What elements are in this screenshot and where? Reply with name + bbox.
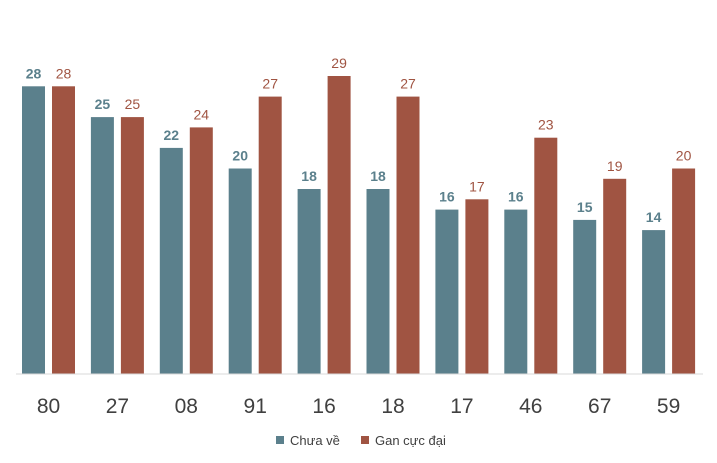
legend-swatch-gan-cuc-dai xyxy=(361,436,369,444)
data-label-gan-cuc-dai-59: 20 xyxy=(676,148,692,164)
x-tick-label-80: 80 xyxy=(37,395,60,418)
bar-chua-ve-18 xyxy=(366,189,390,374)
data-label-gan-cuc-dai-27: 25 xyxy=(125,96,141,112)
bar-chua-ve-16 xyxy=(297,189,321,374)
data-label-chua-ve-80: 28 xyxy=(26,65,42,81)
data-label-gan-cuc-dai-16: 29 xyxy=(331,55,347,71)
category-labels-group: 80 27 08 91 16 18 17 46 67 59 xyxy=(37,395,680,418)
value-labels-group: 28 28 25 25 22 24 20 27 18 29 18 27 16 17 16 23 15 19 14 20 xyxy=(26,55,692,225)
bar-gan-cuc-dai-91 xyxy=(258,96,282,374)
x-tick-label-59: 59 xyxy=(657,395,680,418)
x-tick-label-17: 17 xyxy=(450,395,473,418)
x-tick-label-27: 27 xyxy=(106,395,129,418)
x-tick-label-46: 46 xyxy=(519,395,542,418)
x-tick-label-18: 18 xyxy=(381,395,404,418)
legend-label-chua-ve: Chưa về xyxy=(290,433,340,448)
bar-gan-cuc-dai-08 xyxy=(189,127,213,375)
data-label-gan-cuc-dai-18: 27 xyxy=(400,76,416,92)
bar-chua-ve-46 xyxy=(504,209,528,374)
bar-chua-ve-59 xyxy=(642,230,666,374)
bar-chua-ve-91 xyxy=(228,168,252,374)
bar-gan-cuc-dai-27 xyxy=(120,117,144,374)
bar-gan-cuc-dai-16 xyxy=(327,76,351,374)
x-tick-label-16: 16 xyxy=(312,395,335,418)
data-label-gan-cuc-dai-17: 17 xyxy=(469,178,485,194)
bar-gan-cuc-dai-67 xyxy=(603,178,627,374)
data-label-chua-ve-08: 22 xyxy=(164,127,180,143)
data-label-chua-ve-17: 16 xyxy=(439,189,455,205)
data-label-chua-ve-67: 15 xyxy=(577,199,593,215)
bar-gan-cuc-dai-80 xyxy=(52,86,75,375)
legend-swatch-chua-ve xyxy=(276,436,284,444)
legend: Chưa về Gan cực đại xyxy=(276,433,446,448)
data-label-chua-ve-18: 18 xyxy=(370,168,386,184)
data-label-gan-cuc-dai-91: 27 xyxy=(262,76,278,92)
data-label-gan-cuc-dai-67: 19 xyxy=(607,158,623,174)
data-label-gan-cuc-dai-08: 24 xyxy=(194,106,210,122)
legend-label-gan-cuc-dai: Gan cực đại xyxy=(375,433,446,448)
bar-gan-cuc-dai-17 xyxy=(465,199,489,374)
bar-chua-ve-27 xyxy=(90,117,114,374)
x-tick-label-67: 67 xyxy=(588,395,611,418)
bar-chua-ve-80 xyxy=(22,86,45,375)
bars-group xyxy=(22,76,696,375)
data-label-gan-cuc-dai-46: 23 xyxy=(538,117,554,133)
bar-gan-cuc-dai-18 xyxy=(396,96,420,374)
bar-chua-ve-17 xyxy=(435,209,459,374)
bar-chua-ve-67 xyxy=(573,219,597,374)
bar-gan-cuc-dai-46 xyxy=(534,137,558,374)
data-label-chua-ve-16: 18 xyxy=(301,168,317,184)
data-label-chua-ve-27: 25 xyxy=(95,96,111,112)
x-tick-label-91: 91 xyxy=(244,395,267,418)
data-label-gan-cuc-dai-80: 28 xyxy=(56,65,72,81)
data-label-chua-ve-59: 14 xyxy=(646,209,662,225)
bar-gan-cuc-dai-59 xyxy=(672,168,696,374)
bar-chua-ve-08 xyxy=(159,147,183,374)
x-tick-label-08: 08 xyxy=(175,395,198,418)
data-label-chua-ve-46: 16 xyxy=(508,189,524,205)
data-label-chua-ve-91: 20 xyxy=(232,148,248,164)
